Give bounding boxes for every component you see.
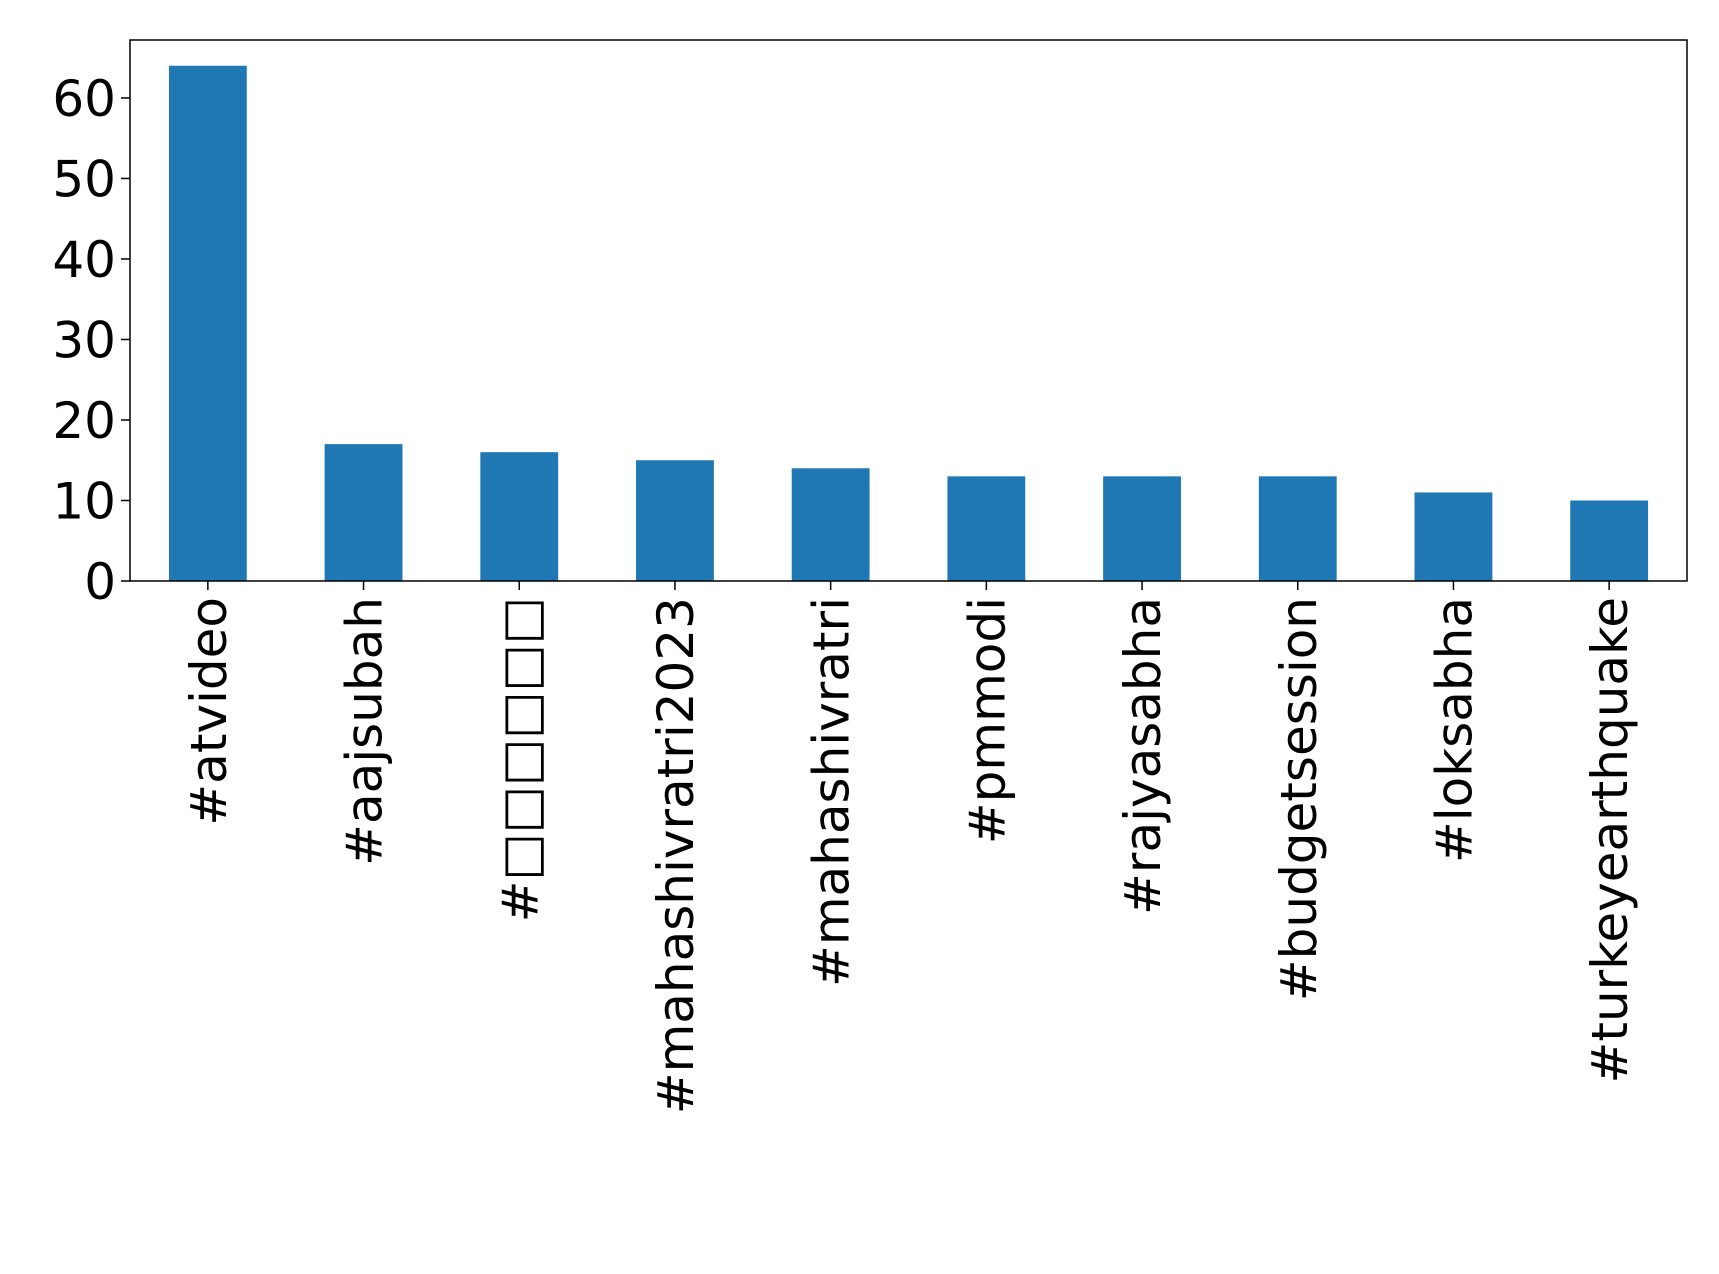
y-tick-label: 30	[52, 311, 116, 369]
y-tick-label: 0	[84, 553, 116, 611]
bar	[1258, 476, 1337, 581]
bar	[1414, 492, 1493, 581]
x-tick-label: #rajyasabha	[1114, 597, 1172, 915]
bar	[168, 65, 247, 581]
x-tick-label: #pmmodi	[958, 597, 1016, 844]
x-tick-label: #mahashivratri	[803, 597, 861, 987]
x-tick-label: #turkeyearthquake	[1581, 597, 1639, 1084]
x-tick-label: #atvideo	[180, 597, 238, 826]
y-tick-label: 40	[52, 231, 116, 289]
bar	[791, 468, 870, 581]
x-tick-label: #loksabha	[1425, 597, 1483, 863]
y-tick-label: 60	[52, 70, 116, 128]
bar	[324, 444, 403, 581]
x-tick-label: #aajsubah	[336, 597, 394, 866]
bar	[947, 476, 1026, 581]
bar	[1570, 500, 1649, 581]
bar	[480, 452, 559, 581]
x-tick-label: #budgetsession	[1270, 597, 1328, 1001]
y-tick-label: 10	[52, 472, 116, 530]
bar	[1103, 476, 1181, 581]
y-tick-label: 50	[52, 150, 116, 208]
y-tick-label: 20	[52, 392, 116, 450]
bar	[636, 460, 714, 581]
x-tick-label: #mahashivratri2023	[647, 597, 705, 1114]
x-tick-label: #□□□□□□	[491, 597, 549, 922]
plot-frame	[129, 39, 1688, 582]
